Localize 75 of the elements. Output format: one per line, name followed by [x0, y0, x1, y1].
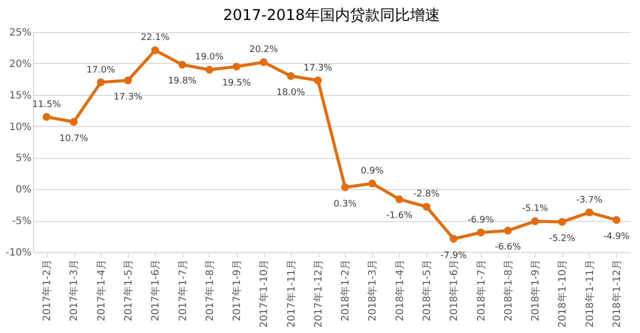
x-tick-label: 2018年1-9月	[530, 260, 542, 322]
x-tick-label: 2018年1-3月	[366, 260, 379, 322]
point	[422, 202, 430, 211]
point	[42, 112, 50, 121]
point	[314, 76, 322, 84]
point	[341, 183, 349, 192]
x-tick-label: 2018年1-4月	[394, 260, 406, 322]
data-label: -6.6%	[494, 242, 522, 253]
data-label: -5.2%	[549, 234, 576, 244]
x-tick-label: 2017年1-10月	[258, 260, 270, 328]
x-tick-label: 2018年1-12月	[610, 260, 623, 328]
x-tick-label: 2017年1-5月	[122, 260, 134, 322]
data-label: 20.2%	[249, 45, 278, 56]
data-label: 17.3%	[304, 63, 333, 74]
x-tick-label: 2017年1-4月	[95, 260, 108, 322]
data-label: -4.9%	[603, 232, 630, 242]
x-tick-label: 2017年1-8月	[204, 260, 216, 322]
x-tick-label: 2017年1-6月	[150, 260, 162, 322]
point	[286, 72, 295, 80]
point	[558, 218, 566, 226]
data-label: 17.3%	[114, 92, 143, 102]
data-label: -3.7%	[576, 195, 603, 206]
point	[178, 60, 186, 69]
x-tick-label: 2017年1-7月	[176, 260, 189, 322]
point	[585, 208, 594, 216]
y-tick-label: 10%	[9, 122, 32, 133]
point	[96, 78, 105, 86]
x-tick-label: 2018年1-6月	[448, 260, 460, 322]
data-label: 22.1%	[140, 33, 170, 44]
y-tick-label: 25%	[9, 28, 32, 38]
data-label: 11.5%	[32, 100, 62, 110]
y-tick-label: -10%	[6, 248, 32, 258]
point	[206, 66, 214, 74]
data-label: 19.0%	[195, 52, 224, 63]
data-label: 0.9%	[360, 166, 384, 176]
x-tick-label: 2018年1-11月	[584, 260, 596, 328]
y-tick-label: 20%	[9, 58, 32, 70]
point	[612, 216, 620, 224]
x-tick-label: 2017年1-9月	[231, 260, 244, 322]
y-tick-label: 5%	[16, 153, 32, 164]
data-label: -1.6%	[386, 211, 413, 222]
point	[151, 46, 159, 54]
point	[476, 228, 485, 236]
x-tick-label: 2017年1-3月	[68, 260, 80, 322]
y-tick-label: -5%	[12, 216, 32, 228]
y-tick-label: 0%	[16, 184, 32, 196]
x-tick-label: 2017年1-11月	[285, 260, 298, 328]
x-tick-label: 2018年1-2月	[340, 260, 352, 322]
point	[232, 62, 240, 70]
data-label: 18.0%	[276, 88, 306, 98]
x-tick-label: 2018年1-5月	[420, 260, 433, 322]
y-tick-label: 15%	[9, 90, 32, 102]
data-label: 0.3%	[334, 199, 357, 210]
data-label: -5.1%	[522, 204, 549, 214]
data-label: -2.8%	[413, 190, 440, 200]
point	[368, 180, 376, 188]
x-tick-label: 2018年1-8月	[502, 260, 514, 322]
point	[531, 217, 539, 226]
data-label: 19.8%	[168, 76, 197, 87]
data-label: 17.0%	[86, 65, 116, 76]
point	[260, 58, 268, 66]
point	[450, 234, 458, 243]
x-tick-label: 2017年1-2月	[41, 260, 54, 322]
x-tick-label: 2018年1-10月	[556, 260, 569, 328]
x-tick-label: 2018年1-7月	[475, 260, 488, 322]
x-tick-label: 2017年1-12月	[312, 260, 324, 328]
data-label: 19.5%	[222, 78, 252, 89]
point	[395, 195, 404, 204]
data-label: -6.9%	[468, 216, 494, 226]
chart-title: 2017-2018年国内贷款同比增速	[223, 6, 440, 24]
point	[70, 118, 78, 126]
point	[504, 226, 512, 234]
data-label: 10.7%	[59, 134, 88, 144]
point	[124, 76, 132, 84]
data-label: -7.9%	[440, 250, 468, 261]
